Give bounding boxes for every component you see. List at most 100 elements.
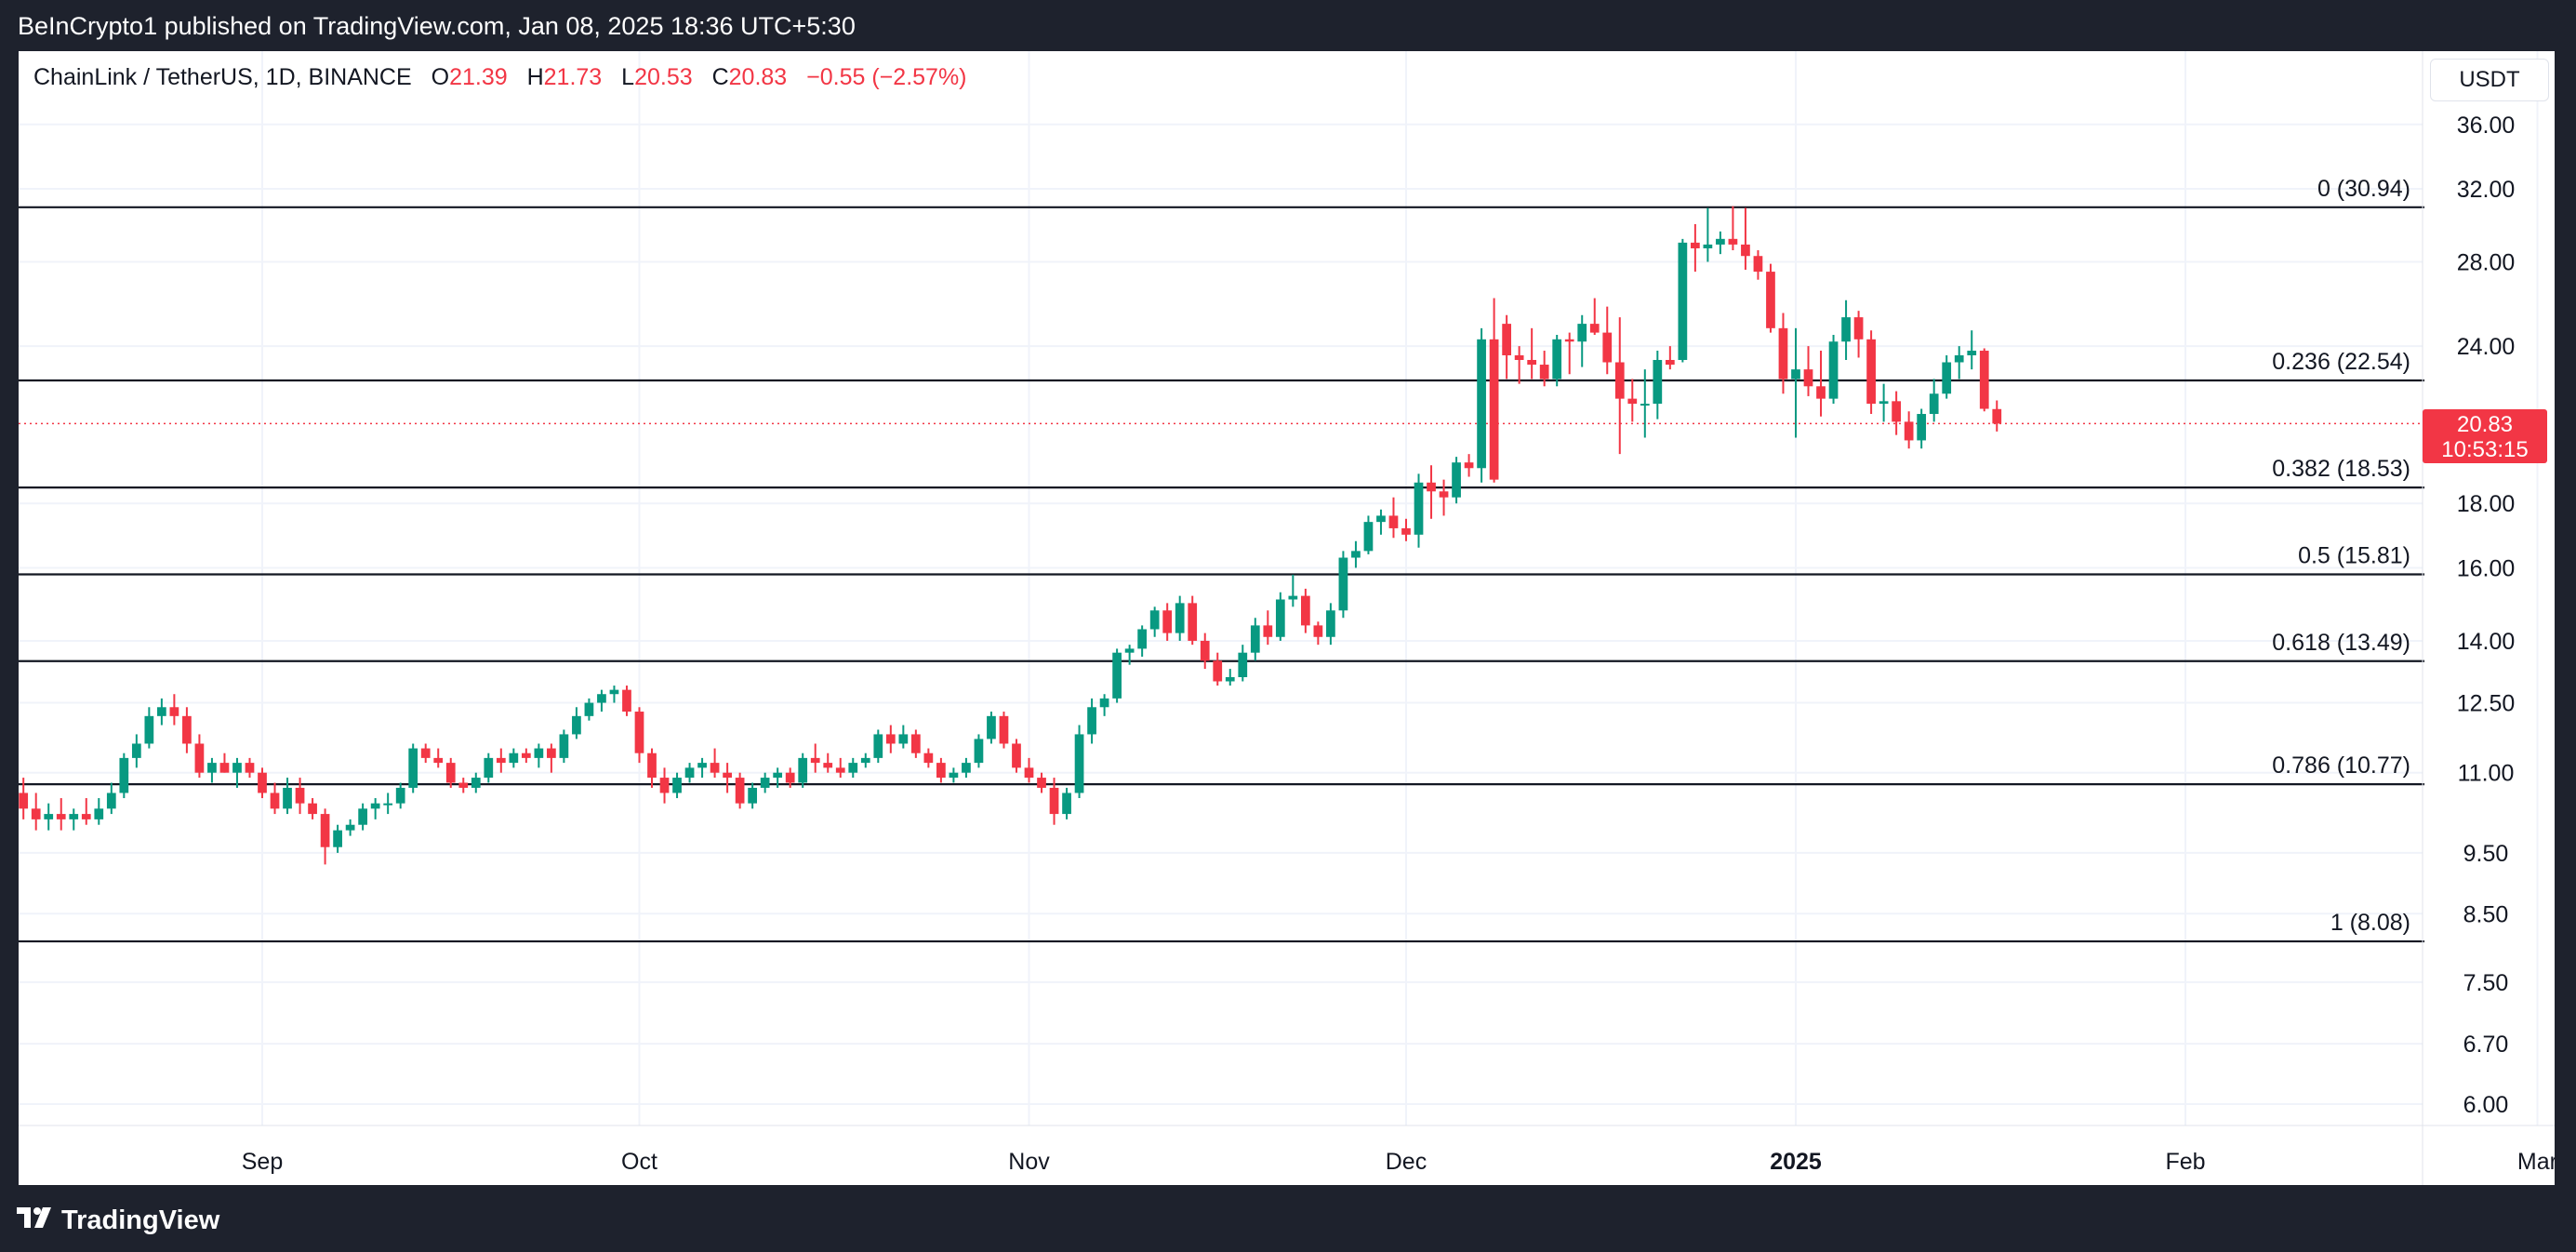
candle[interactable] bbox=[684, 763, 695, 783]
candle[interactable] bbox=[1828, 334, 1839, 405]
candle[interactable] bbox=[1816, 351, 1826, 417]
candle[interactable] bbox=[634, 707, 644, 764]
candle[interactable] bbox=[1401, 518, 1411, 541]
candle[interactable] bbox=[1225, 669, 1235, 686]
candle[interactable] bbox=[823, 753, 833, 773]
candle[interactable] bbox=[1338, 551, 1348, 619]
candle[interactable] bbox=[1589, 298, 1600, 335]
candle[interactable] bbox=[420, 743, 431, 764]
candle[interactable] bbox=[283, 778, 292, 815]
candle[interactable] bbox=[622, 686, 631, 716]
candle[interactable] bbox=[534, 743, 544, 768]
candle[interactable] bbox=[157, 698, 166, 726]
candle[interactable] bbox=[207, 757, 217, 783]
candle[interactable] bbox=[1049, 778, 1059, 825]
candle[interactable] bbox=[345, 819, 355, 836]
candle[interactable] bbox=[1954, 346, 1964, 380]
candle[interactable] bbox=[748, 782, 758, 809]
candle[interactable] bbox=[496, 748, 506, 773]
candle[interactable] bbox=[1979, 348, 1989, 412]
candle[interactable] bbox=[370, 798, 380, 819]
candle[interactable] bbox=[1112, 648, 1122, 703]
candle[interactable] bbox=[1213, 652, 1223, 686]
candle[interactable] bbox=[1514, 346, 1524, 384]
candle[interactable] bbox=[1037, 772, 1046, 793]
candle[interactable] bbox=[69, 808, 79, 831]
candle[interactable] bbox=[1427, 465, 1436, 519]
candle[interactable] bbox=[1175, 595, 1185, 641]
candle[interactable] bbox=[408, 743, 418, 793]
candle[interactable] bbox=[1703, 207, 1713, 262]
candle[interactable] bbox=[835, 757, 845, 779]
candle[interactable] bbox=[1489, 298, 1499, 483]
candle[interactable] bbox=[1841, 300, 1851, 360]
candle[interactable] bbox=[885, 725, 896, 753]
candle[interactable] bbox=[1363, 515, 1374, 554]
candle[interactable] bbox=[1162, 603, 1173, 641]
candle[interactable] bbox=[810, 743, 820, 773]
candle[interactable] bbox=[848, 757, 858, 779]
candle[interactable] bbox=[1477, 327, 1486, 483]
candle[interactable] bbox=[1753, 250, 1763, 280]
candle[interactable] bbox=[910, 729, 921, 758]
candle[interactable] bbox=[1992, 400, 2002, 432]
candle[interactable] bbox=[1238, 645, 1248, 682]
candle[interactable] bbox=[898, 725, 909, 749]
candle[interactable] bbox=[1288, 574, 1298, 607]
candle[interactable] bbox=[433, 748, 444, 768]
candle[interactable] bbox=[1853, 311, 1864, 358]
candle[interactable] bbox=[1149, 606, 1160, 637]
candle[interactable] bbox=[194, 734, 205, 779]
candle[interactable] bbox=[798, 753, 808, 788]
candle[interactable] bbox=[131, 734, 141, 768]
candle[interactable] bbox=[1313, 621, 1323, 646]
candle[interactable] bbox=[31, 792, 41, 831]
candle[interactable] bbox=[999, 712, 1009, 749]
tradingview-logo-icon[interactable] bbox=[17, 1205, 54, 1230]
candle[interactable] bbox=[484, 753, 494, 783]
candle[interactable] bbox=[1577, 314, 1587, 367]
candle[interactable] bbox=[1275, 592, 1285, 641]
candle[interactable] bbox=[1691, 223, 1700, 273]
candle[interactable] bbox=[584, 698, 594, 721]
candle[interactable] bbox=[1791, 327, 1800, 438]
candle[interactable] bbox=[1074, 725, 1084, 799]
candle[interactable] bbox=[1388, 497, 1399, 539]
candle[interactable] bbox=[572, 707, 581, 739]
tradingview-brand[interactable]: TradingView bbox=[61, 1205, 220, 1235]
candle[interactable] bbox=[245, 757, 255, 779]
candle[interactable] bbox=[1602, 306, 1613, 375]
candle[interactable] bbox=[169, 694, 179, 726]
candle[interactable] bbox=[1250, 618, 1260, 661]
candle[interactable] bbox=[106, 782, 116, 815]
candle[interactable] bbox=[295, 778, 305, 815]
candle[interactable] bbox=[270, 782, 280, 815]
candle[interactable] bbox=[358, 803, 367, 831]
candle[interactable] bbox=[1879, 383, 1889, 422]
candle[interactable] bbox=[219, 753, 230, 773]
candle[interactable] bbox=[785, 767, 795, 788]
candle[interactable] bbox=[1464, 454, 1474, 477]
candle[interactable] bbox=[735, 772, 745, 809]
candle[interactable] bbox=[974, 734, 984, 768]
candle[interactable] bbox=[597, 689, 606, 713]
candle[interactable] bbox=[1376, 509, 1386, 535]
candle[interactable] bbox=[94, 798, 104, 825]
candle[interactable] bbox=[1716, 231, 1725, 255]
candle[interactable] bbox=[609, 686, 619, 703]
candle[interactable] bbox=[1627, 379, 1638, 422]
candle[interactable] bbox=[1351, 540, 1361, 568]
candle[interactable] bbox=[1552, 334, 1562, 387]
candle[interactable] bbox=[521, 748, 531, 764]
candle[interactable] bbox=[1942, 354, 1952, 399]
candle[interactable] bbox=[1087, 698, 1096, 744]
candle[interactable] bbox=[395, 782, 405, 809]
currency-selector[interactable]: USDT bbox=[2430, 59, 2549, 101]
candle[interactable] bbox=[559, 729, 569, 764]
candle[interactable] bbox=[44, 803, 54, 831]
candle[interactable] bbox=[1452, 457, 1461, 504]
candle[interactable] bbox=[232, 757, 242, 788]
candle[interactable] bbox=[182, 707, 192, 753]
candle[interactable] bbox=[923, 748, 934, 768]
chart-panel[interactable]: 0 (30.94) 0.236 (22.54) 0.382 (18.53) 0.5 (… bbox=[19, 51, 2555, 1185]
